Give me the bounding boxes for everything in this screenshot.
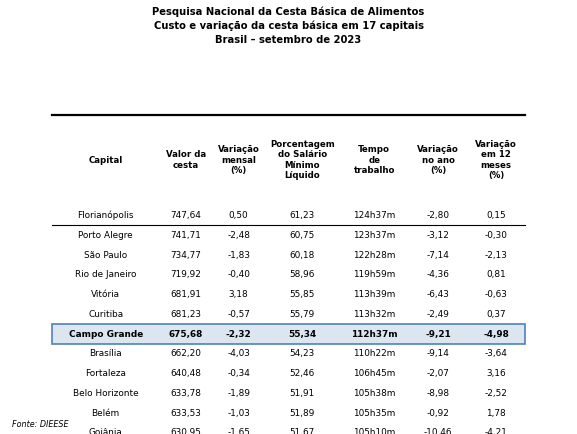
Text: Fonte: DIEESE: Fonte: DIEESE (12, 420, 68, 429)
Text: Pesquisa Nacional da Cesta Básica de Alimentos
Custo e variação da cesta básica : Pesquisa Nacional da Cesta Básica de Ali… (152, 7, 425, 45)
